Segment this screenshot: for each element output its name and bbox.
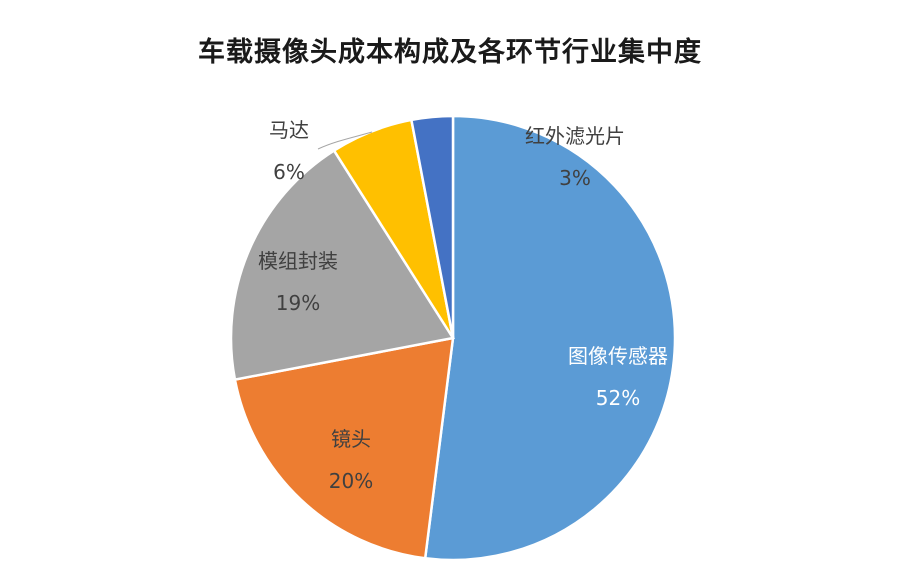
leader-line [317, 131, 373, 150]
pie-slice-2 [229, 148, 456, 382]
slice-label-value-1: 20% [329, 469, 373, 493]
pie-slice-0 [423, 114, 677, 562]
pie-slice-4 [409, 114, 455, 339]
slice-label-name-1: 镜头 [331, 427, 371, 451]
chart-title: 车载摄像头成本构成及各环节行业集中度 [198, 37, 702, 68]
pie-slice-1 [233, 336, 455, 560]
slice-label-name-0: 图像传感器 [568, 344, 668, 368]
slice-label-value-3: 6% [273, 160, 305, 184]
slice-label-name-2: 模组封装 [258, 249, 338, 273]
slice-label-value-4: 3% [559, 166, 591, 190]
slice-label-value-2: 19% [276, 291, 320, 315]
slice-label-value-0: 52% [596, 386, 640, 410]
slice-label-name-4: 红外滤光片 [525, 124, 625, 148]
slice-label-name-3: 马达 [269, 118, 309, 142]
